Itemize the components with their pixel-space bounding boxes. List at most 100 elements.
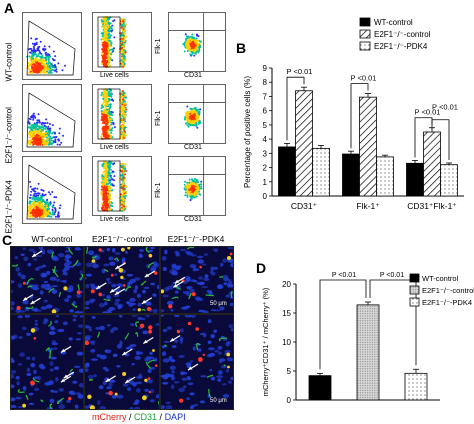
facs-event bbox=[188, 188, 191, 191]
facs-event bbox=[191, 109, 194, 112]
facs-gate bbox=[26, 164, 76, 220]
mcherry-cell bbox=[187, 321, 192, 326]
merged-cell bbox=[120, 275, 124, 280]
facs-event bbox=[196, 189, 199, 192]
facs-event bbox=[100, 107, 103, 110]
facs-event bbox=[110, 129, 113, 132]
facs-event bbox=[112, 122, 115, 125]
facs-event bbox=[31, 63, 34, 66]
facs-event bbox=[38, 50, 41, 53]
facs-event bbox=[121, 170, 124, 173]
facs-event bbox=[121, 43, 124, 46]
facs-event bbox=[194, 44, 197, 47]
cd31-signal bbox=[223, 364, 226, 367]
facs-event bbox=[40, 206, 43, 209]
cd31-signal bbox=[17, 388, 25, 393]
facs-event bbox=[124, 135, 127, 138]
dapi-nucleus bbox=[46, 304, 53, 309]
legend-swatch bbox=[359, 41, 371, 51]
facs-event bbox=[107, 48, 110, 51]
dapi-nucleus bbox=[226, 341, 232, 345]
facs-event bbox=[183, 44, 186, 47]
facs-event bbox=[191, 33, 194, 36]
cd31-signal bbox=[113, 257, 119, 262]
facs-event bbox=[109, 120, 111, 123]
bar bbox=[376, 156, 394, 197]
dapi-nucleus bbox=[171, 265, 178, 269]
facs-event bbox=[123, 40, 126, 42]
bar bbox=[406, 162, 424, 197]
dapi-nucleus bbox=[125, 347, 130, 350]
facs-event bbox=[193, 113, 196, 115]
facs-event bbox=[103, 170, 106, 173]
dapi-nucleus bbox=[26, 332, 31, 336]
facs-event bbox=[102, 97, 105, 100]
facs-event bbox=[109, 129, 112, 132]
facs-event bbox=[111, 136, 114, 139]
facs-event bbox=[100, 19, 103, 22]
arrow-icon bbox=[124, 376, 136, 384]
facs-event bbox=[32, 69, 35, 72]
facs-event bbox=[110, 48, 113, 51]
dapi-nucleus bbox=[218, 358, 226, 362]
dapi-nucleus bbox=[118, 303, 124, 308]
facs-event bbox=[46, 134, 49, 137]
facs-event bbox=[102, 30, 105, 33]
facs-event bbox=[125, 134, 127, 137]
facs-event bbox=[55, 196, 58, 199]
micro-image-row1-e2f1-control bbox=[84, 246, 160, 314]
dapi-nucleus bbox=[69, 309, 74, 313]
facs-event bbox=[38, 133, 41, 136]
facs-event bbox=[100, 177, 103, 180]
facs-event bbox=[195, 195, 198, 198]
facs-event bbox=[29, 132, 32, 135]
mcherry-cell bbox=[30, 380, 35, 386]
dapi-nucleus bbox=[165, 405, 173, 409]
dapi-nucleus bbox=[37, 375, 41, 381]
facs-event bbox=[47, 53, 49, 55]
facs-event bbox=[123, 53, 126, 55]
facs-event bbox=[28, 55, 31, 58]
mcherry-cell bbox=[76, 290, 81, 295]
dapi-nucleus bbox=[17, 315, 23, 319]
dapi-nucleus bbox=[114, 301, 120, 306]
cd31-signal bbox=[218, 337, 228, 342]
dapi-nucleus bbox=[149, 399, 155, 403]
facs-event bbox=[111, 24, 114, 27]
mcherry-cell bbox=[68, 396, 72, 401]
facs-event bbox=[195, 37, 198, 40]
facs-event bbox=[101, 60, 104, 63]
facs-event bbox=[194, 46, 197, 49]
facs-event bbox=[120, 60, 123, 63]
dapi-nucleus bbox=[129, 297, 136, 302]
facs-event bbox=[49, 142, 52, 145]
facs-event bbox=[30, 203, 33, 206]
dapi-nucleus bbox=[138, 253, 143, 259]
dapi-nucleus bbox=[174, 339, 179, 344]
facs-event bbox=[186, 110, 189, 113]
dapi-nucleus bbox=[223, 282, 228, 286]
facs-event bbox=[54, 141, 57, 144]
dapi-nucleus bbox=[207, 353, 213, 358]
mcherry-cell bbox=[85, 340, 90, 346]
facs-event bbox=[108, 197, 111, 200]
facs-event bbox=[185, 117, 188, 120]
facs-event bbox=[188, 178, 191, 181]
facs-event bbox=[102, 119, 105, 122]
facs-event bbox=[30, 124, 33, 127]
facs-event bbox=[103, 29, 106, 31]
dapi-nucleus bbox=[17, 272, 22, 277]
facs-event bbox=[109, 165, 112, 168]
dapi-nucleus bbox=[26, 356, 31, 360]
facs-event bbox=[102, 167, 105, 170]
cd31-signal bbox=[11, 264, 19, 267]
dapi-nucleus bbox=[161, 405, 165, 409]
facs-event bbox=[53, 196, 56, 199]
dapi-nucleus bbox=[186, 376, 191, 381]
facs-event bbox=[109, 168, 112, 171]
dapi-nucleus bbox=[134, 285, 139, 290]
facs-event bbox=[27, 140, 30, 143]
facs-event bbox=[186, 194, 189, 197]
dapi-nucleus bbox=[55, 377, 59, 382]
